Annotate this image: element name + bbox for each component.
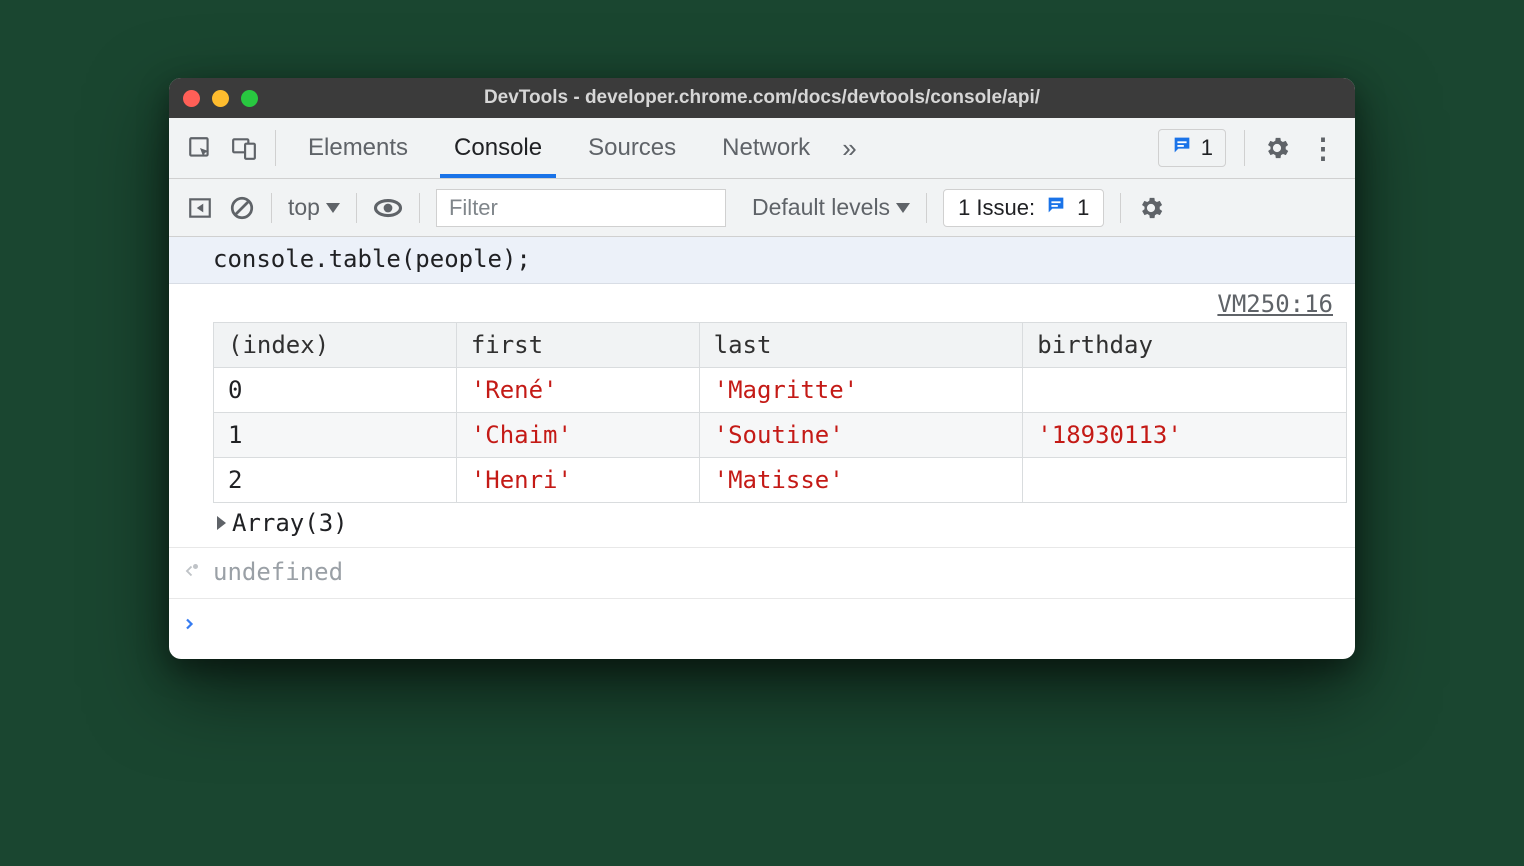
tab-network[interactable]: Network — [708, 118, 824, 178]
expand-icon — [217, 516, 226, 530]
message-icon — [1045, 194, 1067, 222]
log-levels-selector[interactable]: Default levels — [752, 194, 910, 221]
cell-last: 'Magritte' — [699, 368, 1023, 413]
divider — [926, 193, 927, 223]
cell-birthday: '18930113' — [1023, 413, 1347, 458]
close-button[interactable] — [183, 90, 200, 107]
cell-index: 1 — [214, 413, 457, 458]
more-tabs-icon[interactable]: » — [842, 133, 856, 164]
tab-elements[interactable]: Elements — [294, 118, 422, 178]
message-icon — [1171, 134, 1193, 162]
return-value-row: undefined — [169, 548, 1355, 599]
divider — [275, 130, 276, 166]
array-summary[interactable]: Array(3) — [169, 503, 1355, 548]
code-line: console.table(people); — [213, 245, 531, 273]
issues-count: 1 — [1201, 135, 1213, 161]
issues-count: 1 — [1077, 195, 1089, 221]
console-prompt[interactable] — [169, 599, 1355, 659]
tab-sources[interactable]: Sources — [574, 118, 690, 178]
cell-birthday — [1023, 368, 1347, 413]
chevron-down-icon — [896, 203, 910, 213]
device-toggle-icon[interactable] — [231, 135, 257, 161]
devtools-window: DevTools - developer.chrome.com/docs/dev… — [169, 78, 1355, 659]
console-toolbar: top Default levels 1 Issue: 1 — [169, 179, 1355, 237]
table-row: 1'Chaim''Soutine''18930113' — [214, 413, 1347, 458]
kebab-menu-icon[interactable]: ⋮ — [1309, 132, 1337, 165]
window-title: DevTools - developer.chrome.com/docs/dev… — [169, 87, 1355, 109]
cell-index: 0 — [214, 368, 457, 413]
cell-first: 'Chaim' — [456, 413, 699, 458]
col-birthday[interactable]: birthday — [1023, 323, 1347, 368]
sidebar-toggle-icon[interactable] — [187, 195, 213, 221]
col-last[interactable]: last — [699, 323, 1023, 368]
prompt-chevron-icon — [181, 611, 199, 639]
divider — [419, 193, 420, 223]
divider — [271, 193, 272, 223]
divider — [1244, 130, 1245, 166]
col-first[interactable]: first — [456, 323, 699, 368]
issues-label: 1 Issue: — [958, 195, 1035, 221]
cell-index: 2 — [214, 458, 457, 503]
table-row: 2'Henri''Matisse' — [214, 458, 1347, 503]
titlebar: DevTools - developer.chrome.com/docs/dev… — [169, 78, 1355, 118]
console-settings-icon[interactable] — [1137, 194, 1165, 222]
cell-first: 'Henri' — [456, 458, 699, 503]
table-header-row: (index) first last birthday — [214, 323, 1347, 368]
issues-box[interactable]: 1 Issue: 1 — [943, 189, 1104, 227]
cell-birthday — [1023, 458, 1347, 503]
traffic-lights — [183, 90, 258, 107]
context-selector[interactable]: top — [288, 194, 340, 221]
divider — [356, 193, 357, 223]
divider — [1120, 193, 1121, 223]
chevron-down-icon — [326, 203, 340, 213]
console-input-echo: console.table(people); — [169, 237, 1355, 284]
issues-indicator[interactable]: 1 — [1158, 129, 1226, 167]
inspect-icon[interactable] — [187, 135, 213, 161]
col-index[interactable]: (index) — [214, 323, 457, 368]
filter-input[interactable] — [436, 189, 726, 227]
cell-first: 'René' — [456, 368, 699, 413]
cell-last: 'Matisse' — [699, 458, 1023, 503]
tab-strip: Elements Console Sources Network » 1 ⋮ — [169, 118, 1355, 179]
console-table: (index) first last birthday 0'René''Magr… — [213, 322, 1347, 503]
minimize-button[interactable] — [212, 90, 229, 107]
zoom-button[interactable] — [241, 90, 258, 107]
return-value: undefined — [213, 558, 343, 586]
tab-console[interactable]: Console — [440, 118, 556, 178]
source-link[interactable]: VM250:16 — [169, 284, 1355, 322]
levels-label: Default levels — [752, 194, 890, 221]
cell-last: 'Soutine' — [699, 413, 1023, 458]
return-arrow-icon — [181, 558, 199, 586]
array-label: Array(3) — [232, 509, 348, 537]
settings-icon[interactable] — [1263, 134, 1291, 162]
clear-console-icon[interactable] — [229, 195, 255, 221]
live-expression-icon[interactable] — [373, 193, 403, 223]
table-row: 0'René''Magritte' — [214, 368, 1347, 413]
context-label: top — [288, 194, 320, 221]
